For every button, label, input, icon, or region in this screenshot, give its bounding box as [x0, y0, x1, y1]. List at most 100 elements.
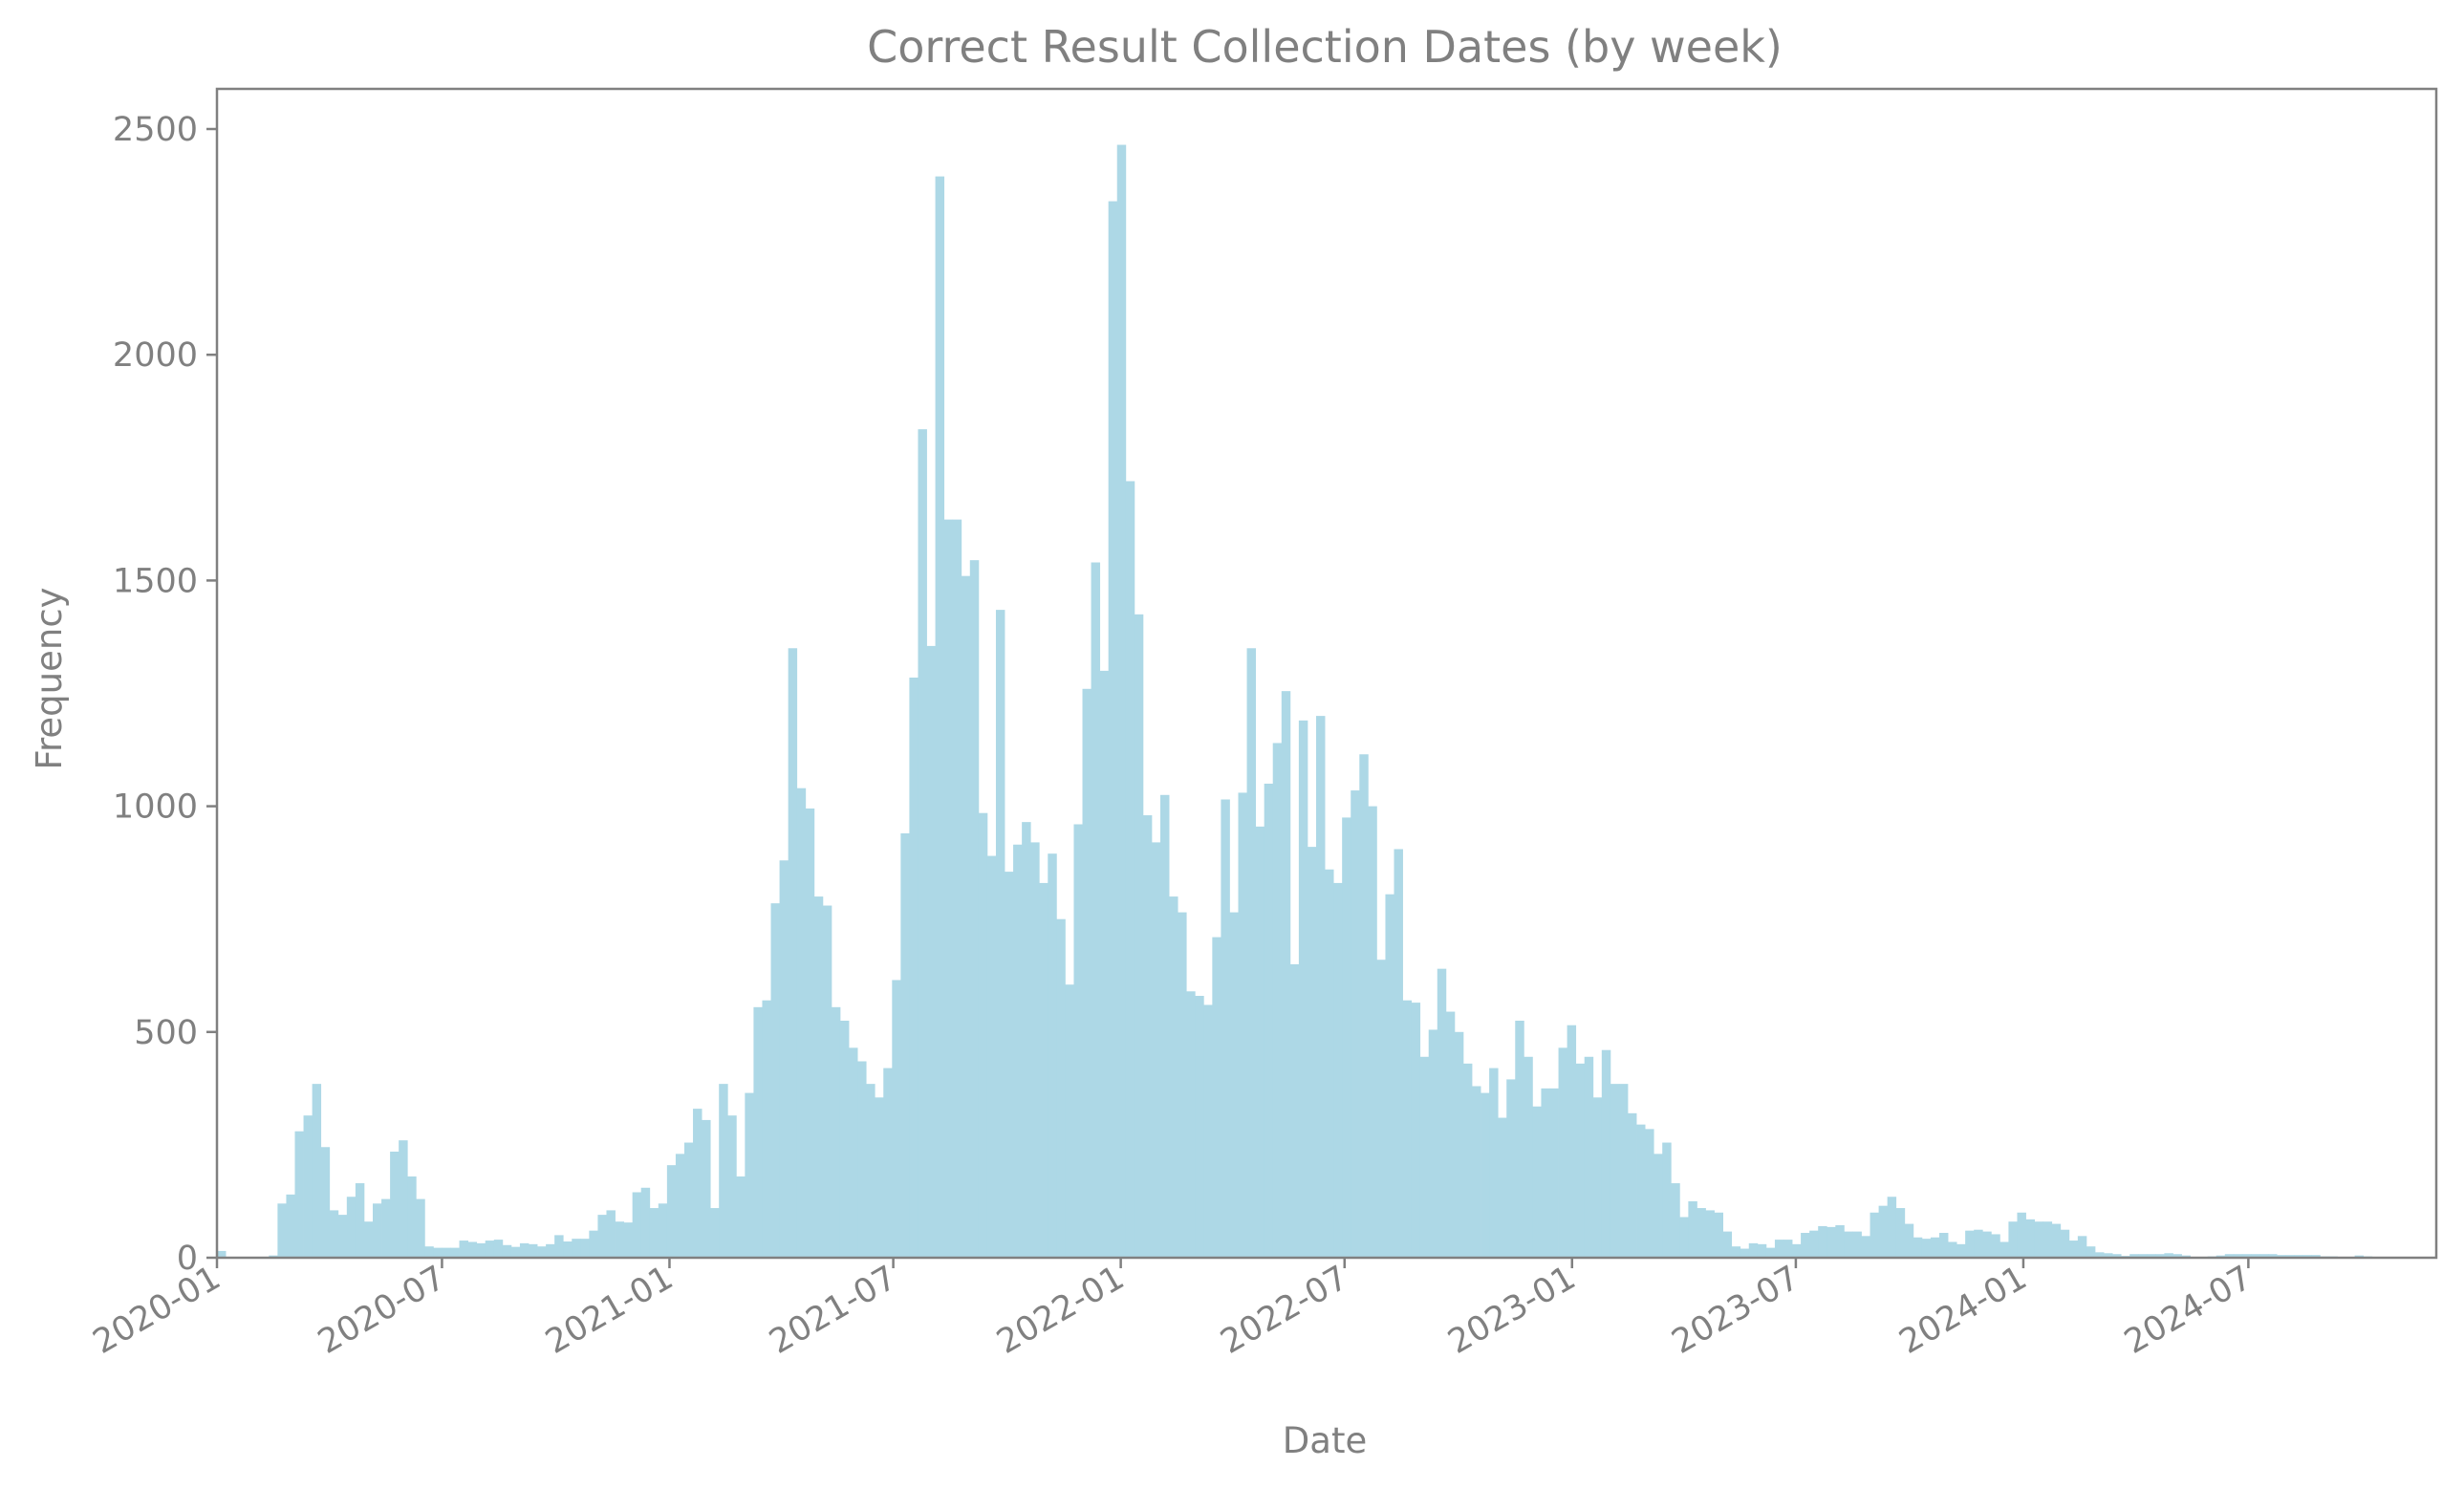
bar — [1592, 1097, 1603, 1258]
bar — [1783, 1240, 1793, 1258]
bar — [2294, 1255, 2303, 1258]
bar — [727, 1115, 737, 1258]
bars — [217, 144, 2373, 1259]
bar — [1645, 1129, 1654, 1258]
bar — [2025, 1219, 2035, 1258]
bar — [2094, 1252, 2105, 1258]
bar — [1281, 691, 1291, 1258]
bar — [1740, 1248, 1750, 1258]
bar — [2112, 1254, 2122, 1258]
bar — [381, 1198, 391, 1258]
bar — [1765, 1247, 1776, 1258]
bar — [346, 1197, 357, 1258]
bar — [1325, 869, 1334, 1258]
bar — [1099, 670, 1110, 1258]
bar — [1368, 806, 1377, 1258]
bar — [442, 1247, 451, 1258]
bar — [1809, 1230, 1819, 1258]
bar — [519, 1242, 530, 1258]
bar — [978, 812, 988, 1258]
bar — [1506, 1079, 1516, 1258]
bar — [1298, 720, 1308, 1258]
x-axis-label: Date — [1283, 1420, 1367, 1461]
bar — [1289, 963, 1300, 1258]
bar — [1238, 792, 1247, 1258]
y-tick-label: 2500 — [113, 111, 198, 149]
bar — [632, 1192, 642, 1258]
bar — [1636, 1124, 1646, 1258]
bar — [1757, 1243, 1767, 1258]
bar — [683, 1142, 694, 1258]
bar — [312, 1084, 322, 1258]
bar — [1697, 1208, 1706, 1258]
bar — [493, 1240, 504, 1258]
bar — [320, 1147, 331, 1258]
bar — [1999, 1241, 2009, 1258]
bar — [813, 896, 824, 1258]
bar — [875, 1097, 884, 1258]
bar — [2068, 1241, 2079, 1258]
bar — [1333, 882, 1343, 1258]
bar — [2017, 1212, 2026, 1258]
bar — [485, 1241, 495, 1258]
bar — [1532, 1106, 1542, 1258]
bar — [1229, 912, 1239, 1258]
bar — [294, 1131, 304, 1258]
x-tick-label: 2023-07 — [1666, 1259, 1806, 1362]
bar — [1913, 1237, 1923, 1258]
bar — [909, 677, 919, 1258]
bar — [1991, 1234, 2000, 1258]
bar — [1887, 1197, 1897, 1258]
bar — [1385, 894, 1394, 1258]
bar — [693, 1109, 702, 1258]
bar — [1212, 937, 1221, 1258]
bar — [2138, 1254, 2148, 1258]
bar — [1169, 896, 1178, 1258]
bar — [1956, 1243, 1966, 1258]
bar — [1445, 1011, 1456, 1258]
bar — [1965, 1230, 1975, 1258]
bar — [2147, 1254, 2156, 1258]
y-tick-label: 1000 — [113, 788, 198, 827]
bar — [1402, 1000, 1413, 1258]
bar — [537, 1246, 547, 1258]
bar — [1142, 815, 1153, 1258]
bar — [399, 1140, 408, 1258]
bar — [1714, 1212, 1723, 1258]
bar — [615, 1221, 624, 1258]
bar — [459, 1241, 468, 1258]
bar — [1575, 1063, 1586, 1258]
y-axis-ticks: 0 500 1000 1500 2000 2500 — [113, 111, 217, 1278]
bar — [1411, 1003, 1421, 1258]
bar — [450, 1247, 460, 1258]
bar — [2250, 1254, 2260, 1258]
bar — [1601, 1049, 1611, 1258]
bar — [2077, 1236, 2087, 1258]
bar — [2129, 1254, 2139, 1258]
bar — [2302, 1255, 2312, 1258]
bar — [1610, 1084, 1620, 1258]
bar — [433, 1247, 443, 1258]
bar — [1481, 1092, 1490, 1258]
bar — [1515, 1020, 1524, 1258]
bar — [1731, 1246, 1741, 1258]
bar — [1679, 1217, 1689, 1258]
x-tick-label: 2022-01 — [990, 1259, 1131, 1362]
bar — [796, 788, 807, 1258]
y-tick-label: 2000 — [113, 336, 198, 375]
bar — [918, 429, 927, 1258]
bar — [1938, 1233, 1949, 1258]
y-tick-label: 500 — [134, 1014, 198, 1052]
y-axis-label: Frequency — [29, 587, 70, 769]
bar — [2259, 1254, 2269, 1258]
bar — [649, 1208, 659, 1258]
bar — [666, 1165, 677, 1258]
bar — [476, 1242, 486, 1258]
bar — [2268, 1254, 2278, 1258]
bar — [1108, 201, 1118, 1259]
bar — [935, 176, 945, 1259]
x-tick-label: 2021-07 — [763, 1259, 903, 1362]
bar — [736, 1176, 746, 1258]
bar — [1048, 853, 1057, 1258]
x-tick-label: 2020-07 — [312, 1259, 452, 1362]
